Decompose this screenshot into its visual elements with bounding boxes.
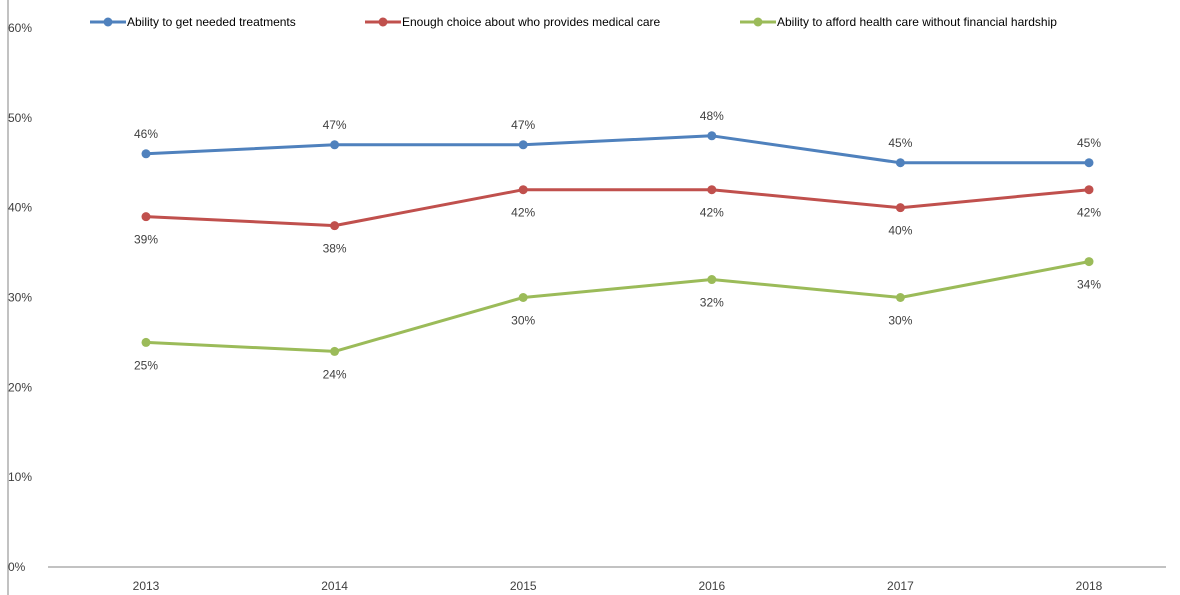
data-label: 46% xyxy=(134,127,158,141)
data-label: 39% xyxy=(134,233,158,247)
data-point xyxy=(895,293,905,302)
data-point xyxy=(141,149,151,159)
y-tick-label: 60% xyxy=(8,21,32,35)
legend-marker xyxy=(753,17,763,27)
data-point xyxy=(330,346,340,356)
data-label: 38% xyxy=(323,242,347,256)
legend-label: Ability to afford health care without fi… xyxy=(777,15,1057,29)
series-layer: 46%47% 47%48%45% 45%39%38%42% 42%40%42%25%2… xyxy=(134,109,1101,382)
data-point xyxy=(518,185,528,195)
y-tick-label: 20% xyxy=(8,380,32,394)
data-point xyxy=(707,185,717,195)
y-tick-label: 40% xyxy=(8,201,32,215)
y-tick-label: 30% xyxy=(8,291,32,305)
x-tick-label: 2013 xyxy=(133,579,160,593)
series-2: 39% 38% 42% 42% 40% 42% xyxy=(134,185,1101,256)
data-label: 34% xyxy=(1077,278,1101,292)
data-label: 24% xyxy=(323,367,347,381)
data-label: 47% xyxy=(511,118,535,132)
data-point xyxy=(707,131,717,141)
data-point xyxy=(1084,257,1094,267)
data-label: 42% xyxy=(1077,206,1101,220)
y-axis-tick-labels: 0% 10% 20% 30% 40% 50% 60% xyxy=(8,21,32,574)
data-label: 42% xyxy=(511,206,535,220)
legend-marker xyxy=(103,17,113,27)
series-1: 46% 47% 47% 48% 45% 45% xyxy=(134,109,1101,168)
legend-marker xyxy=(378,17,388,27)
data-point xyxy=(141,212,151,222)
series-line xyxy=(144,134,1091,165)
legend-item-3: Ability to afford health care without fi… xyxy=(740,15,1057,29)
data-label: 47% xyxy=(323,118,347,132)
data-label: 40% xyxy=(888,224,912,238)
data-point xyxy=(518,140,528,150)
x-tick-label: 2014 xyxy=(321,579,348,593)
data-point xyxy=(141,337,151,347)
legend: Ability to get needed treatments Enough c… xyxy=(90,15,1057,29)
data-point xyxy=(895,158,905,168)
data-label: 45% xyxy=(888,136,912,150)
data-point xyxy=(518,293,528,302)
series-3: 25% 24% 30% 32% 30% 34% xyxy=(134,257,1101,381)
legend-item-1: Ability to get needed treatments xyxy=(90,15,296,29)
data-point xyxy=(330,221,340,231)
x-axis-tick-labels: 2013 2014 2015 2016 2017 2018 xyxy=(133,579,1103,593)
legend-label: Ability to get needed treatments xyxy=(127,15,296,29)
legend-item-2: Enough choice about who provides medical… xyxy=(365,15,660,29)
x-tick-label: 2015 xyxy=(510,579,537,593)
y-tick-label: 0% xyxy=(8,560,26,574)
data-point xyxy=(1084,158,1094,168)
data-label: 48% xyxy=(700,109,724,123)
data-point xyxy=(895,203,905,213)
data-label: 32% xyxy=(700,296,724,310)
x-tick-label: 2018 xyxy=(1076,579,1103,593)
x-tick-label: 2016 xyxy=(698,579,725,593)
y-tick-label: 50% xyxy=(8,111,32,125)
data-point xyxy=(1084,185,1094,195)
data-label: 25% xyxy=(134,358,158,372)
y-tick-label: 10% xyxy=(8,470,32,484)
legend-label: Enough choice about who provides medical… xyxy=(402,15,660,29)
data-label: 30% xyxy=(511,314,535,328)
series-line xyxy=(144,260,1091,353)
data-label: 45% xyxy=(1077,136,1101,150)
data-point xyxy=(707,275,717,285)
chart-axes xyxy=(7,0,1166,595)
data-point xyxy=(330,140,340,150)
data-label: 30% xyxy=(888,314,912,328)
series-line xyxy=(144,188,1091,228)
data-label: 42% xyxy=(700,206,724,220)
x-tick-label: 2017 xyxy=(887,579,914,593)
